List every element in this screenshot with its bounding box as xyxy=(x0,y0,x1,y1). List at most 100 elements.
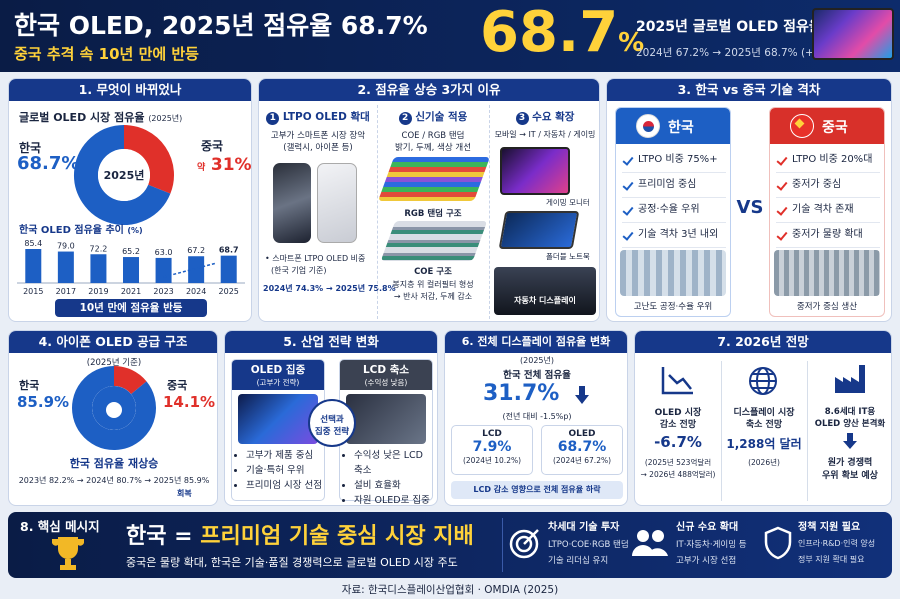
korea-panel: 한국 LTPO 비중 75%+ 프리미엄 중심 공정·수율 우위 기술 격차 3… xyxy=(615,107,731,317)
category-label: 2019 xyxy=(88,287,108,296)
korea-label: 한국 xyxy=(19,141,42,155)
caption: 중저가 중심 생산 xyxy=(796,302,858,312)
section-6: 6. 전체 디스플레이 점유율 변화 (2025년) 한국 전체 점유율 31.… xyxy=(444,330,628,506)
header-subtitle: 중국 추격 속 10년 만에 반등 xyxy=(14,45,199,63)
box-value: 68.7% xyxy=(557,439,607,455)
donut-chart xyxy=(72,366,156,450)
icon-shape xyxy=(835,365,865,393)
bar xyxy=(155,257,172,283)
text: (%) xyxy=(127,226,143,235)
lcd-image xyxy=(346,394,426,444)
item-line: 인프라·R&D·인력 양성 xyxy=(798,539,876,548)
text: 약 xyxy=(197,163,206,173)
source: 자료: 한국디스플레이산업협회 · OMDIA (2025) xyxy=(341,584,559,596)
reason-title: 1 LTPO OLED 확대 xyxy=(263,109,373,125)
desc: 고부가 스마트폰 시장 장악 xyxy=(270,131,366,141)
panel-title: 한국 xyxy=(668,120,694,136)
text: 한국 OLED 점유율 추이 xyxy=(19,225,124,236)
caption: 고난도 공정·수율 우위 xyxy=(633,302,713,312)
text: 한국 = xyxy=(126,524,193,549)
note: 봉지층 위 컬러필터 형성 xyxy=(392,280,474,289)
bar xyxy=(188,256,205,283)
desc: (갤럭시, 아이폰 등) xyxy=(283,143,353,153)
tv-image xyxy=(812,8,894,60)
value-label: 68.7 xyxy=(219,246,239,255)
num: 1 xyxy=(266,112,280,125)
laptop-image xyxy=(498,211,580,249)
flag-icon xyxy=(790,114,814,138)
target-icon xyxy=(509,529,539,559)
desc: 밝기, 두께, 색상 개선 xyxy=(394,143,472,153)
outlook-line: 8.6세대 IT용 xyxy=(824,407,876,417)
note: (2025년 기준) xyxy=(86,358,142,368)
people-icon xyxy=(632,530,668,556)
flag-mark xyxy=(643,121,654,132)
outlook-line: 디스플레이 시장 xyxy=(733,408,795,418)
outlook-line: OLED 양산 본격화 xyxy=(814,419,886,429)
value-label: 72.2 xyxy=(90,244,108,253)
caption: 자동차 디스플레이 xyxy=(514,296,576,305)
outlook-note: (2026년) xyxy=(748,458,780,467)
china-value: 14.1% xyxy=(163,393,216,411)
category-label: 2021 xyxy=(121,287,141,296)
caption: 게이밍 모니터 xyxy=(546,198,590,207)
center-text: 선택과 xyxy=(320,415,344,425)
item: 설비 효율화 xyxy=(354,478,432,493)
item: LTPO 비중 75%+ xyxy=(622,148,726,173)
icon-shape xyxy=(749,367,777,395)
trophy-icon xyxy=(52,537,84,570)
label: 한국 전체 점유율 xyxy=(503,370,571,381)
text: 수요 확장 xyxy=(532,111,575,123)
section-7: 7. 2026년 전망 OLED 시장 감소 전망 -6.7% (2025년 5… xyxy=(634,330,892,506)
num: 2 xyxy=(398,112,412,125)
box-name: OLED xyxy=(568,429,596,439)
panel-title: 중국 xyxy=(822,120,848,136)
panel-sub: (고부가 전략) xyxy=(256,378,300,387)
category-label: 2015 xyxy=(23,287,43,296)
box-prev: (2024년 67.2%) xyxy=(552,456,612,465)
section-title: 2. 점유율 상승 3가지 이유 xyxy=(259,79,599,101)
value-label: 85.4 xyxy=(24,239,42,248)
big-note: 2024년 67.2% → 2025년 68.7% (+1.5%p) xyxy=(636,47,852,59)
section-title: 8. 핵심 메시지 xyxy=(20,519,100,534)
monitor-image xyxy=(500,147,570,195)
reason-title: 2 신기술 적용 xyxy=(378,109,488,125)
bar xyxy=(25,249,42,283)
big-value: 68.7% xyxy=(480,0,644,65)
down-arrow xyxy=(843,433,857,449)
panel-header: LCD 축소 (수익성 낮음) xyxy=(340,360,432,390)
oled-panel: OLED 집중 (고부가 전략) 고부가 제품 중심 기술·특허 우위 프리미엄… xyxy=(231,359,325,501)
donut-hole xyxy=(98,149,150,201)
panel-header: 한국 xyxy=(616,108,730,144)
stat: 2024년 74.3% → 2025년 75.8% xyxy=(263,284,396,293)
big-caption: 2025년 글로벌 OLED 점유율 xyxy=(636,19,822,35)
circle xyxy=(509,529,539,559)
share-title: 글로벌 OLED 시장 점유율 (2025년) xyxy=(19,109,182,125)
category-label: 2017 xyxy=(56,287,76,296)
trend-title: 한국 OLED 점유율 추이 (%) xyxy=(19,221,143,236)
box-value: 7.9% xyxy=(472,439,512,455)
list: 수익성 낮은 LCD 축소 설비 효율화 자원 OLED로 집중 xyxy=(340,448,432,505)
value-label: 79.0 xyxy=(57,242,75,251)
item-line: LTPO·COE·RGB 탠덤 xyxy=(548,540,629,550)
panel-title: LCD 축소 xyxy=(362,364,410,376)
box-prev: (2024년 10.2%) xyxy=(462,456,522,465)
trend: 2023년 82.2% → 2024년 80.7% → 2025년 85.9% xyxy=(18,476,210,485)
headline: 한국 = 프리미엄 기술 중심 시장 지배 xyxy=(126,518,474,550)
item-title: 차세대 기술 투자 xyxy=(548,522,620,533)
section-3: 3. 한국 vs 중국 기술 격차 한국 LTPO 비중 75%+ 프리미엄 중… xyxy=(606,78,892,322)
item: 기술 격차 존재 xyxy=(776,198,880,223)
china-panel: 중국 LTPO 비중 20%대 중저가 중심 기술 격차 존재 중저가 물량 확… xyxy=(769,107,885,317)
factory-image xyxy=(620,250,726,296)
item-line: IT·자동차·게이밍 등 xyxy=(676,540,747,550)
trend-arrow xyxy=(163,262,217,278)
reason-col: 2 신기술 적용 COE / RGB 탠덤 밝기, 두께, 색상 개선 RGB … xyxy=(377,105,491,319)
outlook-value: -6.7% xyxy=(654,433,702,451)
bar xyxy=(123,257,139,283)
outlook-note: 우위 확보 예상 xyxy=(822,471,878,481)
text: 31% xyxy=(210,155,252,175)
icon-shape xyxy=(632,530,668,556)
section-title: 6. 전체 디스플레이 점유율 변화 xyxy=(445,331,627,353)
bar xyxy=(220,255,237,283)
